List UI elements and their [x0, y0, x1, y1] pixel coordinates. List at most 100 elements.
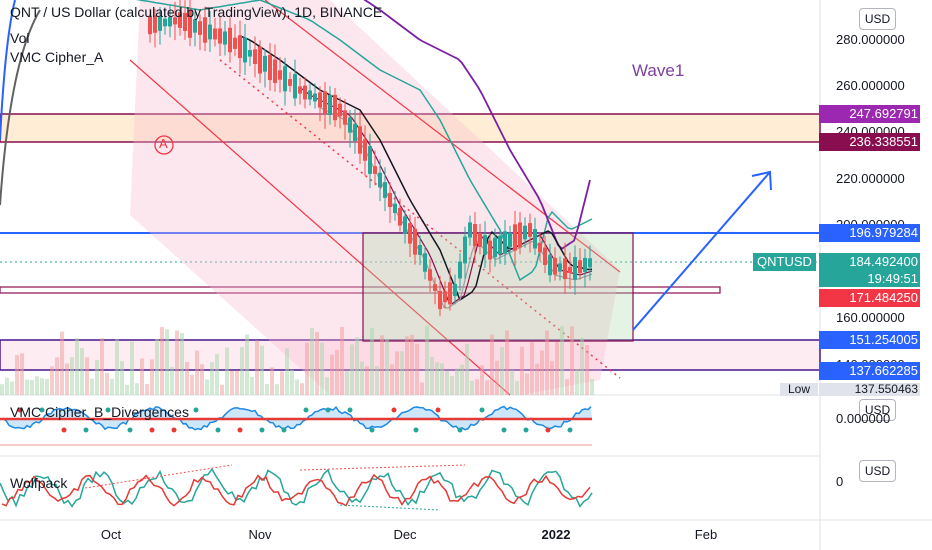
candle-body: [148, 15, 152, 35]
wolfpack-divergence: [339, 504, 441, 511]
cipher-dot: [501, 427, 507, 433]
volume-bar: [160, 327, 164, 395]
volume-bar: [105, 372, 109, 395]
wave-label[interactable]: Wave1: [632, 61, 685, 80]
price-tag-151[interactable]: 151.254005: [819, 331, 920, 349]
candle-body: [523, 225, 527, 240]
candle-body: [508, 232, 512, 248]
currency-button[interactable]: USD: [859, 8, 896, 30]
candle-body: [218, 28, 222, 44]
volume-bar: [495, 360, 499, 395]
candle-body: [503, 231, 507, 254]
candle-body: [183, 12, 187, 32]
volume-bar: [70, 357, 74, 395]
channel-bottom-line[interactable]: [129, 59, 511, 396]
support-band[interactable]: [0, 286, 721, 294]
volume-bar: [370, 328, 374, 395]
candle-body: [358, 126, 362, 154]
cipher-b-pane[interactable]: [0, 405, 592, 446]
price-tag-137[interactable]: 137.662285: [819, 362, 920, 380]
candle-body: [563, 258, 567, 280]
volume-bar: [165, 329, 169, 395]
candle-body: [518, 222, 522, 248]
candle-body: [388, 192, 392, 208]
currency-button-pane2[interactable]: USD: [859, 399, 896, 421]
volume-bar: [440, 363, 444, 395]
candle-body: [493, 237, 497, 258]
circle-a-annotation[interactable]: [154, 135, 174, 155]
volume-bar: [10, 381, 14, 395]
candle-body: [403, 216, 407, 234]
descending-channel[interactable]: [130, 0, 620, 395]
volume-bar: [360, 361, 364, 395]
volume-bar: [470, 380, 474, 395]
volume-bar: [540, 350, 544, 395]
symbol-tag[interactable]: QNTUSD: [753, 253, 816, 271]
volume-bar: [430, 356, 434, 395]
candle-body: [158, 15, 162, 31]
cipher-dot: [479, 407, 485, 413]
price-tag-171[interactable]: 171.484250: [819, 289, 920, 307]
volume-bar: [300, 383, 304, 395]
candle-body: [203, 17, 207, 43]
wolfpack-divergence: [299, 464, 466, 471]
volume-bar: [305, 342, 309, 395]
candle-body: [513, 224, 517, 251]
current-price-tag[interactable]: 184.492400 19:49:51: [819, 253, 920, 287]
volume-bar: [410, 334, 414, 395]
volume-bar: [55, 357, 59, 395]
wolfpack-title: Wolfpack: [10, 475, 68, 491]
candle-body: [263, 55, 267, 72]
candle-body: [303, 85, 307, 100]
candle-body: [178, 12, 182, 28]
volume-bar: [380, 335, 384, 395]
projection-arrow[interactable]: [632, 170, 772, 331]
candle-body: [243, 37, 247, 63]
volume-bar: [590, 379, 594, 395]
candlesticks[interactable]: [148, 0, 592, 317]
supply-zone[interactable]: [0, 113, 821, 143]
volume-bar: [170, 366, 174, 395]
volume-bar: [225, 347, 229, 395]
wolfpack-pane[interactable]: [0, 464, 593, 511]
volume-bar: [580, 337, 584, 395]
price-tag-236[interactable]: 236.338551: [819, 133, 920, 151]
candle-body: [378, 172, 382, 188]
candle-body: [533, 228, 537, 249]
cipher-dot: [237, 427, 243, 433]
volume-label: Vol: [10, 30, 30, 46]
candle-body: [573, 257, 577, 280]
candle-body: [273, 59, 277, 83]
volume-bar: [60, 331, 64, 395]
volume-bar: [140, 358, 144, 395]
candle-body: [458, 261, 462, 279]
candle-body: [293, 74, 297, 99]
candle-body: [433, 284, 437, 291]
volume-bar: [235, 370, 239, 395]
candle-body: [368, 146, 372, 174]
volume-bar: [315, 332, 319, 395]
candle-body: [558, 263, 562, 272]
price-tag-196[interactable]: 196.979284: [819, 224, 920, 242]
time-label-oct: Oct: [100, 527, 122, 542]
cipher-dot: [193, 407, 199, 413]
volume-bar: [220, 384, 224, 395]
price-tag-247[interactable]: 247.692791: [819, 105, 920, 123]
volume-bar: [585, 345, 589, 395]
cipher-dot: [259, 427, 265, 433]
volume-bar: [25, 379, 29, 395]
currency-button-pane3[interactable]: USD: [859, 460, 896, 482]
volume-bar: [255, 340, 259, 395]
volume-bar: [505, 330, 509, 395]
volume-bar: [525, 373, 529, 395]
volume-bar: [90, 378, 94, 395]
volume-bar: [395, 351, 399, 395]
volume-bar: [340, 326, 344, 395]
volume-bar: [95, 359, 99, 395]
channel-mid-line: [219, 59, 621, 379]
volume-bar: [50, 366, 54, 395]
volume-bar: [45, 378, 49, 395]
channel-top-line[interactable]: [264, 0, 621, 273]
candle-body: [208, 24, 212, 40]
